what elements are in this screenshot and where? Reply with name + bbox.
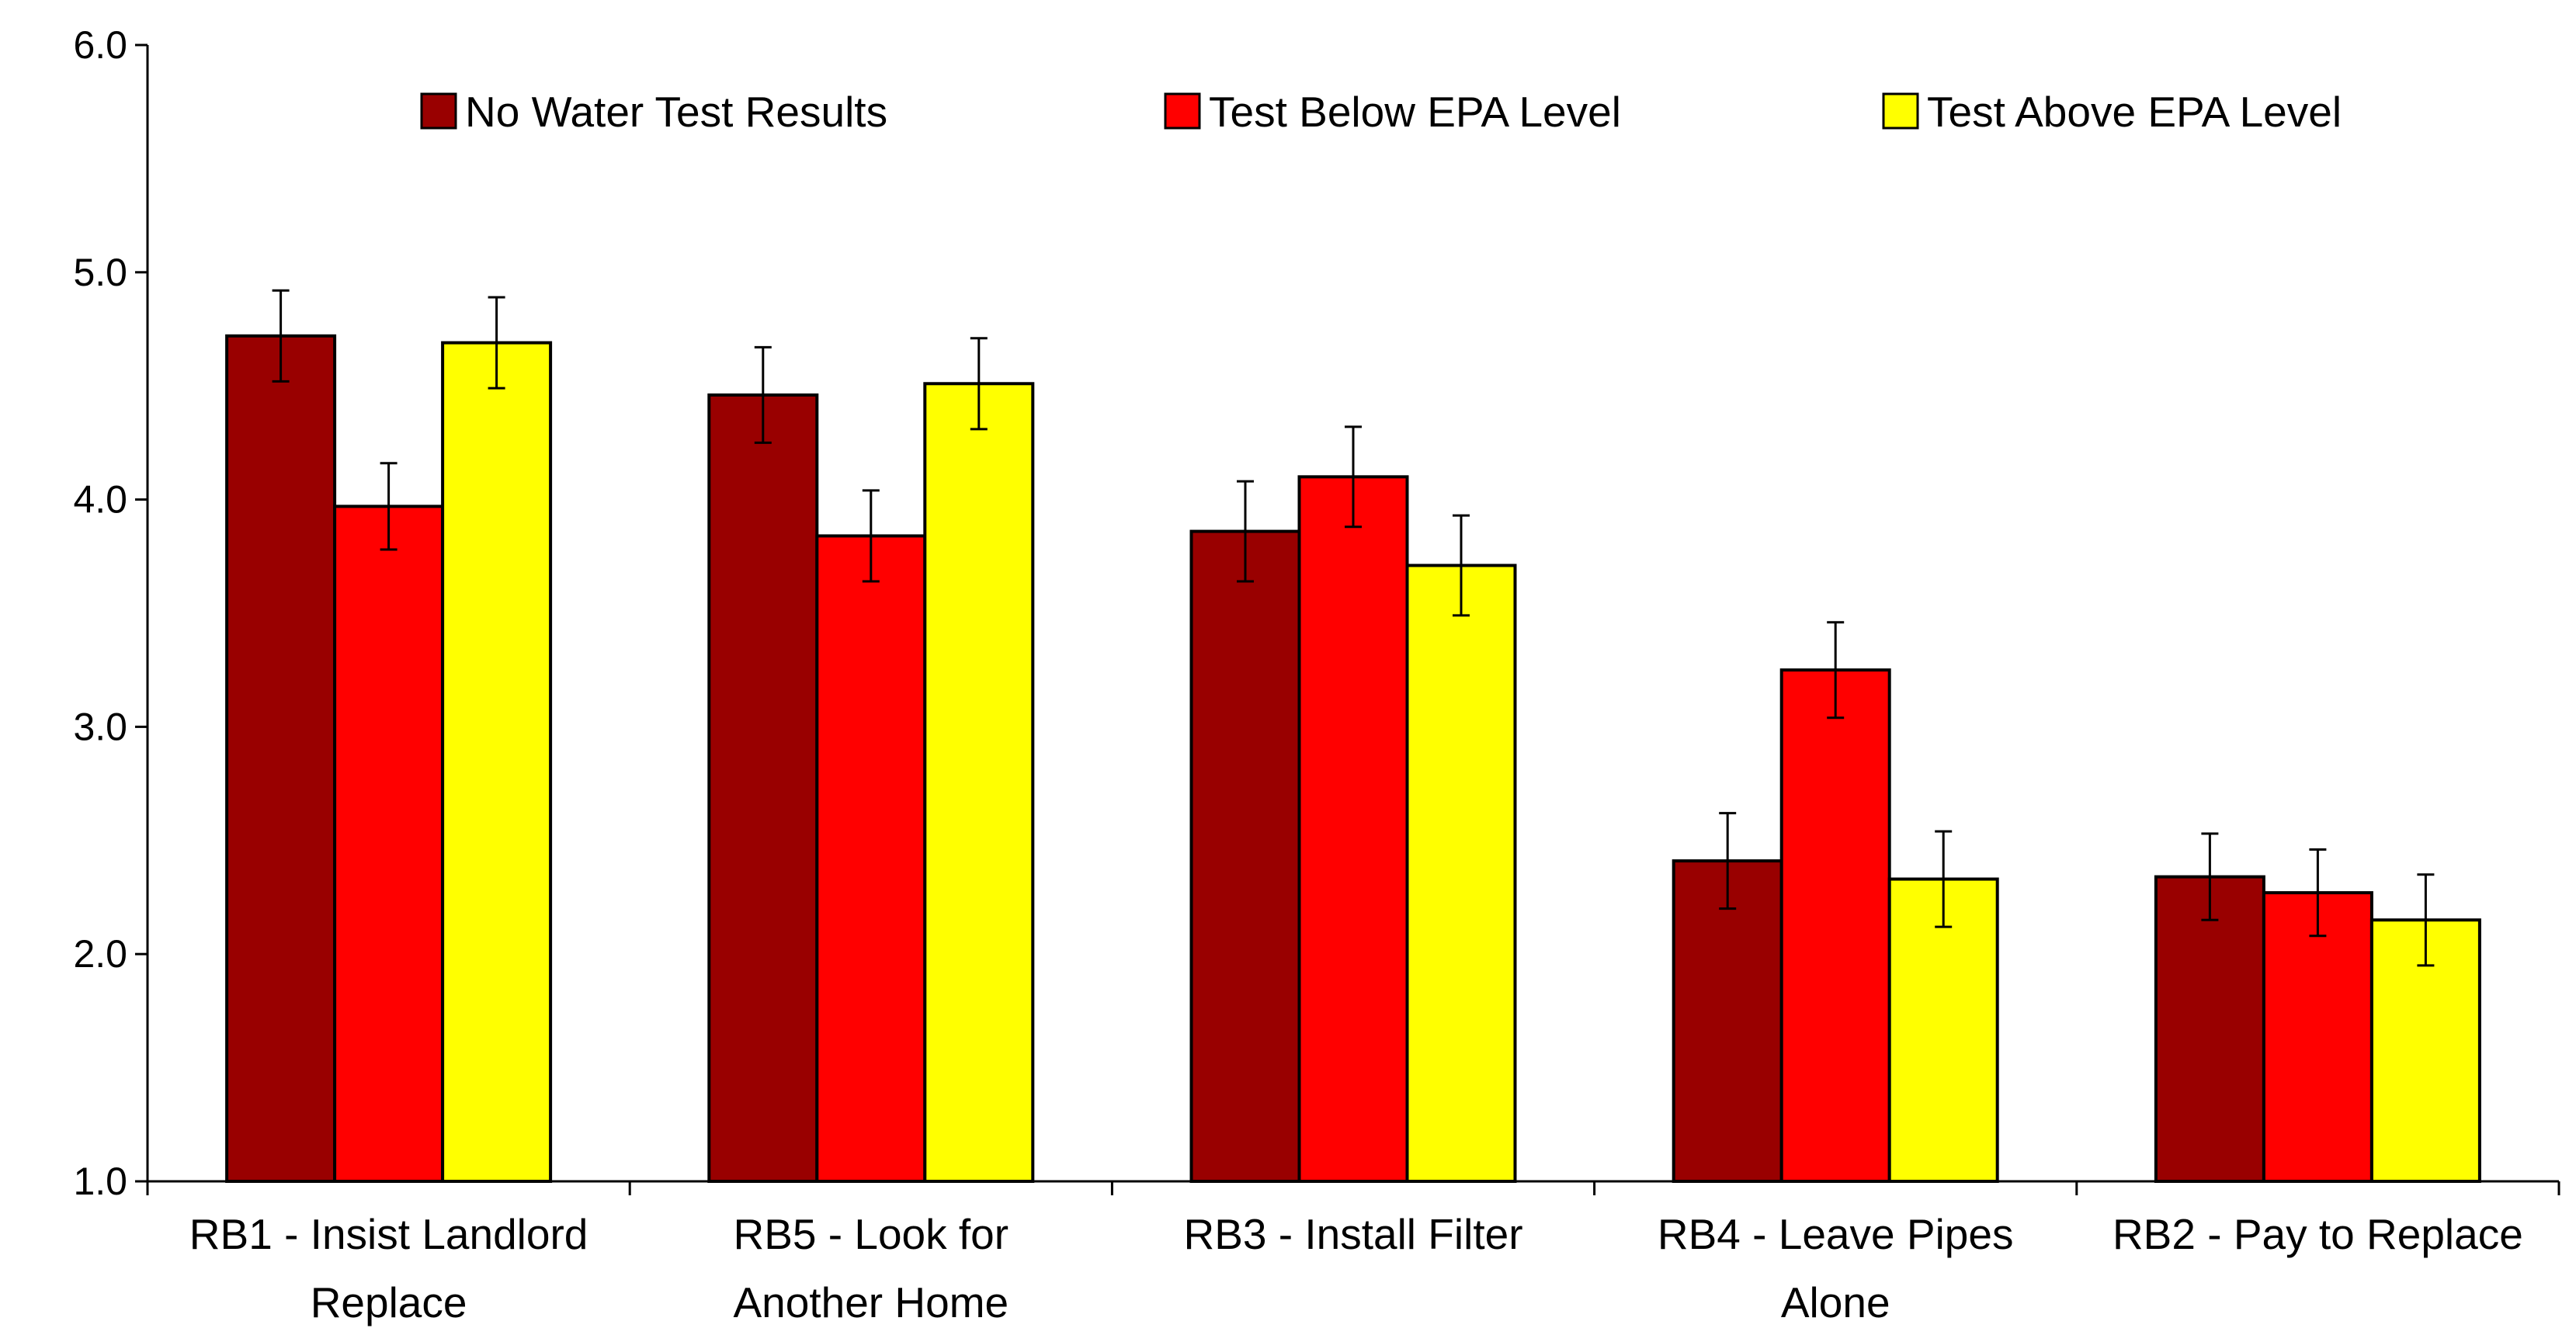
legend-label-3: Test Above EPA Level xyxy=(1927,88,2342,136)
bar-series-2-category-5 xyxy=(2262,891,2373,1184)
legend: No Water Test Results Test Below EPA Leve… xyxy=(420,88,2342,136)
bar-series-1-category-1 xyxy=(225,334,337,1183)
error-bar-series-1-category-3 xyxy=(1237,480,1254,583)
error-bar-series-1-category-5 xyxy=(2201,832,2219,921)
error-bar-series-1-category-1 xyxy=(272,289,290,383)
x-category-label-4-line-1: RB4 - Leave Pipes xyxy=(1658,1210,2014,1258)
bar-series-1-category-5 xyxy=(2154,875,2265,1183)
legend-swatch-2 xyxy=(1164,92,1201,130)
x-category-label-2-line-2: Another Home xyxy=(733,1278,1009,1326)
bar-series-2-category-2 xyxy=(815,534,927,1183)
y-tick-label-5: 5.0 xyxy=(73,251,127,294)
legend-swatch-3 xyxy=(1882,92,1919,130)
error-bar-series-2-category-1 xyxy=(380,462,398,551)
legend-swatch-1 xyxy=(420,92,457,130)
bar-series-1-category-2 xyxy=(707,393,819,1183)
error-bar-series-2-category-4 xyxy=(1827,621,1845,720)
y-tick-label-4: 4.0 xyxy=(73,478,127,522)
y-tick-label-2: 2.0 xyxy=(73,932,127,976)
bar-series-2-category-3 xyxy=(1297,475,1409,1183)
bar-series-2-category-1 xyxy=(333,505,445,1183)
bar-series-1-category-3 xyxy=(1189,529,1301,1183)
bar-series-3-category-1 xyxy=(441,341,553,1183)
error-bar-series-3-category-5 xyxy=(2417,873,2435,967)
bar-series-2-category-4 xyxy=(1779,668,1891,1183)
error-bar-series-3-category-4 xyxy=(1935,830,1953,928)
error-bar-series-3-category-3 xyxy=(1453,514,1470,617)
error-bar-series-2-category-2 xyxy=(862,489,880,583)
bars-layer xyxy=(225,334,2481,1184)
legend-label-2: Test Below EPA Level xyxy=(1209,88,1621,136)
error-bar-series-2-category-5 xyxy=(2309,848,2327,938)
error-bars-layer xyxy=(272,289,2435,967)
error-bar-series-2-category-3 xyxy=(1345,425,1362,529)
labels-layer: 1.0 2.0 3.0 4.0 5.0 6.0 RB1 - Insist Landlord R… xyxy=(73,23,2522,1326)
x-category-label-4-line-2: Alone xyxy=(1781,1278,1890,1326)
x-category-label-1-line-1: RB1 - Insist Landlord xyxy=(189,1210,588,1258)
bar-series-3-category-2 xyxy=(923,382,1035,1184)
y-tick-label-1: 1.0 xyxy=(73,1160,127,1203)
bar-series-3-category-3 xyxy=(1405,564,1517,1183)
y-tick-label-6: 6.0 xyxy=(73,23,127,67)
legend-label-1: No Water Test Results xyxy=(465,88,887,136)
error-bar-series-3-category-2 xyxy=(970,337,988,431)
error-bar-series-1-category-4 xyxy=(1719,812,1737,910)
x-category-label-1-line-2: Replace xyxy=(311,1278,467,1326)
x-category-label-3-line-1: RB3 - Install Filter xyxy=(1183,1210,1522,1258)
x-category-label-2-line-1: RB5 - Look for xyxy=(733,1210,1009,1258)
error-bar-series-3-category-1 xyxy=(488,296,505,390)
y-tick-label-3: 3.0 xyxy=(73,705,127,748)
error-bar-series-1-category-2 xyxy=(754,345,772,444)
x-category-label-5-line-1: RB2 - Pay to Replace xyxy=(2113,1210,2523,1258)
axes-layer xyxy=(135,43,2560,1195)
